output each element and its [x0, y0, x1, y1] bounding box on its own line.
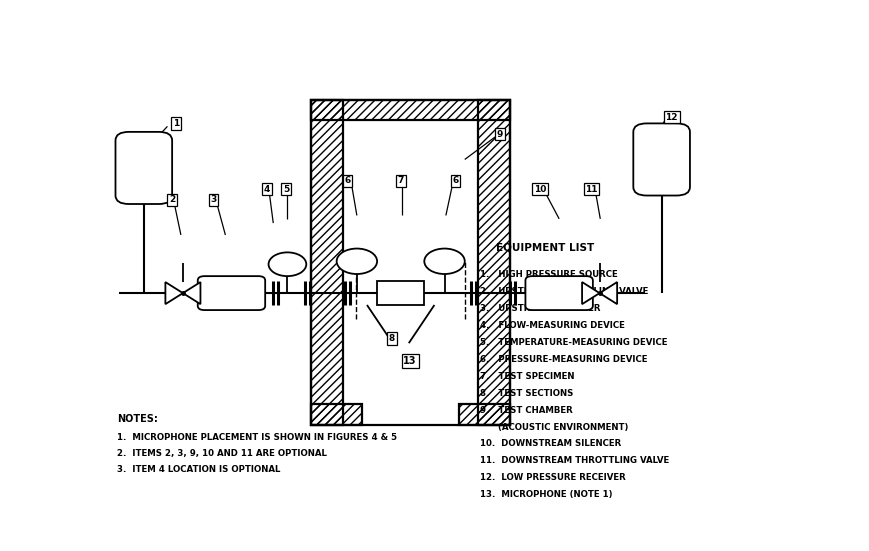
- Text: 11: 11: [585, 185, 597, 193]
- Text: 2.  ITEMS 2, 3, 9, 10 AND 11 ARE OPTIONAL: 2. ITEMS 2, 3, 9, 10 AND 11 ARE OPTIONAL: [116, 449, 327, 458]
- Bar: [477, 100, 509, 425]
- Text: 3.  ITEM 4 LOCATION IS OPTIONAL: 3. ITEM 4 LOCATION IS OPTIONAL: [116, 466, 280, 474]
- Text: 2.   UPSTREAM THROTTLING VALVE: 2. UPSTREAM THROTTLING VALVE: [479, 287, 647, 296]
- Bar: [376, 282, 424, 305]
- Text: 4.   FLOW-MEASURING DEVICE: 4. FLOW-MEASURING DEVICE: [479, 321, 624, 329]
- FancyBboxPatch shape: [633, 123, 689, 196]
- Bar: [311, 404, 362, 425]
- Text: 12.  LOW PRESSURE RECEIVER: 12. LOW PRESSURE RECEIVER: [479, 473, 625, 483]
- Text: 7.   TEST SPECIMEN: 7. TEST SPECIMEN: [479, 371, 574, 381]
- Text: 13.  MICROPHONE (NOTE 1): 13. MICROPHONE (NOTE 1): [479, 490, 612, 499]
- Polygon shape: [182, 282, 200, 304]
- Text: 1.  MICROPHONE PLACEMENT IS SHOWN IN FIGURES 4 & 5: 1. MICROPHONE PLACEMENT IS SHOWN IN FIGU…: [116, 433, 396, 442]
- Text: (ACOUSTIC ENVIRONMENT): (ACOUSTIC ENVIRONMENT): [479, 423, 627, 431]
- Text: 6.   PRESSURE-MEASURING DEVICE: 6. PRESSURE-MEASURING DEVICE: [479, 355, 647, 364]
- Polygon shape: [599, 282, 616, 304]
- Text: 3.   UPSTREAM SILENCER: 3. UPSTREAM SILENCER: [479, 304, 600, 313]
- Bar: [458, 404, 509, 425]
- Text: 11.  DOWNSTREAM THROTTLING VALVE: 11. DOWNSTREAM THROTTLING VALVE: [479, 456, 668, 466]
- Ellipse shape: [269, 252, 306, 276]
- Text: EQUIPMENT LIST: EQUIPMENT LIST: [496, 243, 594, 253]
- Text: 8.   TEST SECTIONS: 8. TEST SECTIONS: [479, 388, 573, 398]
- FancyBboxPatch shape: [116, 132, 172, 204]
- Text: 9: 9: [496, 129, 502, 138]
- Text: 8: 8: [388, 334, 395, 343]
- Bar: [311, 100, 343, 425]
- Text: 13: 13: [403, 356, 416, 366]
- Text: 10: 10: [534, 185, 546, 193]
- FancyBboxPatch shape: [197, 276, 265, 310]
- Text: NOTES:: NOTES:: [116, 414, 157, 424]
- Text: 3: 3: [210, 195, 216, 204]
- Bar: [311, 404, 362, 425]
- Text: 7: 7: [397, 176, 403, 185]
- Text: 4: 4: [263, 185, 270, 193]
- Bar: [343, 100, 477, 404]
- Text: 5: 5: [282, 185, 289, 193]
- Bar: [311, 100, 509, 121]
- Polygon shape: [581, 282, 599, 304]
- Bar: [458, 404, 509, 425]
- Text: 12: 12: [665, 112, 677, 122]
- Ellipse shape: [336, 249, 376, 274]
- Bar: [311, 100, 509, 425]
- Bar: [311, 100, 343, 425]
- Text: 2: 2: [169, 195, 175, 204]
- Bar: [477, 100, 509, 425]
- FancyBboxPatch shape: [525, 276, 592, 310]
- Text: 5.   TEMPERATURE-MEASURING DEVICE: 5. TEMPERATURE-MEASURING DEVICE: [479, 338, 667, 347]
- Ellipse shape: [424, 249, 464, 274]
- Text: 10.  DOWNSTREAM SILENCER: 10. DOWNSTREAM SILENCER: [479, 440, 620, 449]
- Text: 6: 6: [452, 176, 458, 185]
- Polygon shape: [165, 282, 182, 304]
- Text: 6: 6: [344, 176, 350, 185]
- Text: 9.   TEST CHAMBER: 9. TEST CHAMBER: [479, 406, 572, 414]
- Text: 1: 1: [173, 119, 179, 128]
- Text: 1.   HIGH PRESSURE SOURCE: 1. HIGH PRESSURE SOURCE: [479, 270, 617, 279]
- Bar: [311, 100, 509, 121]
